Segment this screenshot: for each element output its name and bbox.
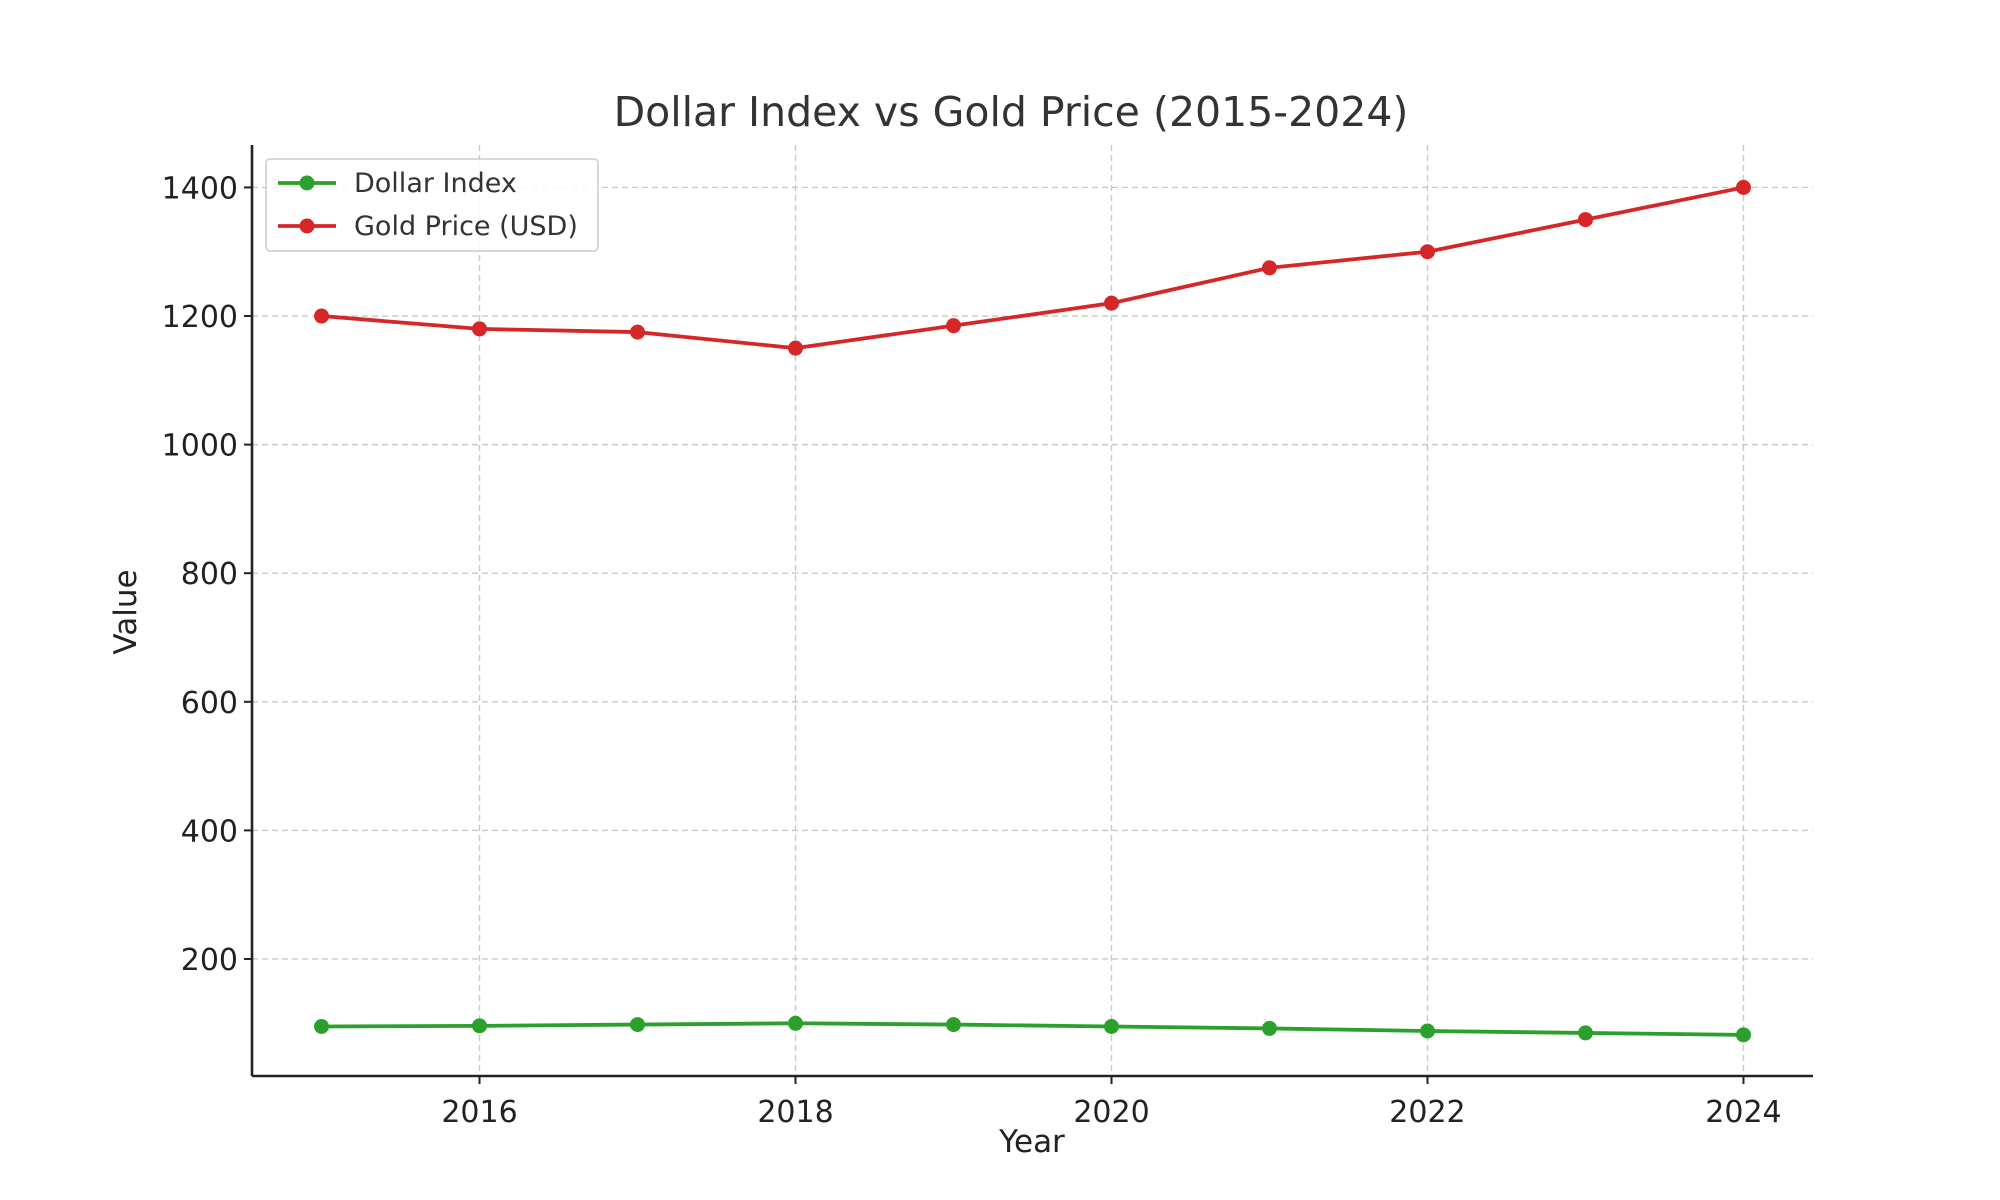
ticks: 2016 2018 2020 2022 2024 200 400 600 800 1000 1200… — [162, 171, 1782, 1130]
data-point-gold-price-usd — [946, 318, 962, 334]
series-line-dollar-index — [319, 1021, 1746, 1037]
data-point-dollar-index — [1419, 1023, 1435, 1039]
y-tick-label: 800 — [181, 557, 238, 592]
y-tick-label: 400 — [181, 814, 238, 849]
axes — [250, 145, 1813, 1078]
data-point-dollar-index — [946, 1017, 962, 1033]
data-point-dollar-index — [314, 1018, 330, 1034]
data-point-dollar-index — [1103, 1018, 1119, 1034]
data-point-dollar-index — [472, 1018, 488, 1034]
y-tick-label: 1000 — [162, 429, 238, 464]
x-tick-label: 2022 — [1389, 1095, 1465, 1130]
legend-swatch-marker — [299, 175, 315, 191]
y-axis-label: Value — [108, 569, 144, 654]
x-tick-label: 2016 — [441, 1095, 517, 1130]
data-point-gold-price-usd — [1735, 179, 1751, 195]
legend-swatch-marker — [299, 218, 315, 234]
series-line-gold-price-usd — [319, 185, 1746, 351]
y-tick-label: 1400 — [162, 171, 238, 206]
data-point-dollar-index — [630, 1017, 646, 1033]
data-point-dollar-index — [1261, 1020, 1277, 1036]
legend-label: Dollar Index — [354, 168, 517, 199]
chart-title: Dollar Index vs Gold Price (2015-2024) — [614, 88, 1409, 136]
x-tick-label: 2020 — [1073, 1095, 1149, 1130]
data-point-gold-price-usd — [1261, 260, 1277, 276]
data-point-dollar-index — [1577, 1025, 1593, 1041]
x-tick-label: 2018 — [757, 1095, 833, 1130]
x-axis-label: Year — [998, 1124, 1065, 1160]
legend-box — [265, 158, 599, 252]
x-tick-label: 2024 — [1705, 1095, 1781, 1130]
y-tick-label: 600 — [181, 686, 238, 721]
data-point-gold-price-usd — [314, 308, 330, 324]
data-point-dollar-index — [788, 1015, 804, 1031]
series — [314, 179, 1751, 1043]
y-tick-label: 1200 — [162, 300, 238, 335]
data-point-gold-price-usd — [472, 321, 488, 337]
data-point-gold-price-usd — [1419, 244, 1435, 260]
data-point-gold-price-usd — [630, 324, 646, 340]
data-point-dollar-index — [1735, 1027, 1751, 1043]
data-point-gold-price-usd — [1103, 295, 1119, 311]
y-tick-label: 200 — [181, 943, 238, 978]
data-point-gold-price-usd — [1577, 212, 1593, 228]
data-point-gold-price-usd — [788, 340, 804, 356]
legend-label: Gold Price (USD) — [354, 211, 578, 242]
legend: Dollar Index Gold Price (USD) — [265, 158, 599, 252]
